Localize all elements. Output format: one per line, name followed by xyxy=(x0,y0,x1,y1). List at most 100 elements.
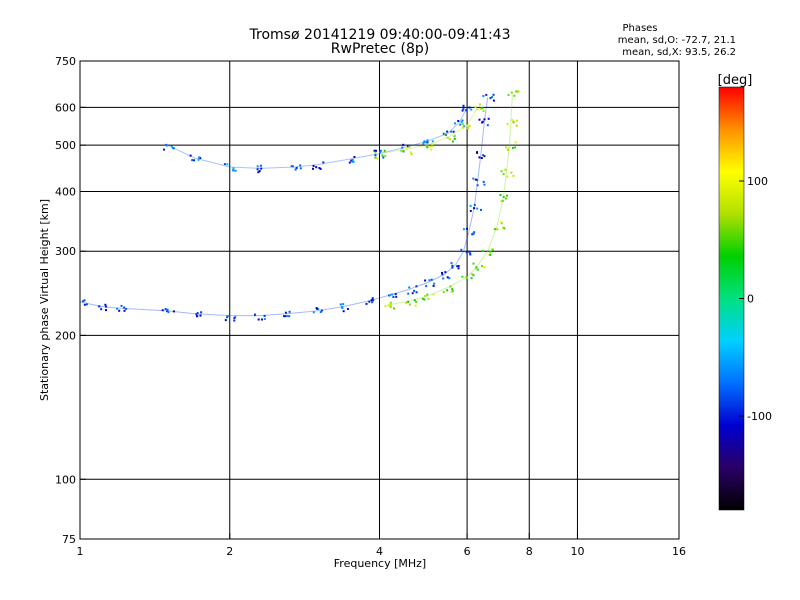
echo-point xyxy=(100,308,103,311)
echo-point xyxy=(463,125,466,128)
echo-point xyxy=(312,311,315,314)
echo-point xyxy=(368,300,371,303)
echo-point xyxy=(476,207,479,210)
echo-point xyxy=(461,109,464,112)
echo-point xyxy=(105,309,107,312)
echo-point xyxy=(389,301,392,304)
echo-point xyxy=(476,151,479,154)
echo-point xyxy=(489,253,492,256)
echo-point xyxy=(384,154,387,157)
echo-point xyxy=(452,140,454,143)
echo-point xyxy=(294,168,297,171)
echo-point xyxy=(470,277,473,280)
echo-point xyxy=(198,156,201,159)
echo-point xyxy=(415,285,418,288)
echo-point xyxy=(170,145,173,148)
colorbar-tick-label: 0 xyxy=(747,293,754,306)
echo-point xyxy=(231,169,234,172)
echo-point xyxy=(492,99,495,102)
echo-point xyxy=(199,314,202,317)
chart-subtitle: RwPretec (8p) xyxy=(331,41,429,57)
echo-point xyxy=(86,303,88,306)
echo-point xyxy=(478,103,481,106)
echo-point xyxy=(405,301,408,304)
echo-point xyxy=(466,227,468,230)
trace-line xyxy=(389,93,513,306)
echo-point xyxy=(476,184,479,187)
echo-point xyxy=(191,159,194,162)
echo-point xyxy=(453,138,456,140)
echo-point xyxy=(415,300,418,303)
echo-point xyxy=(423,140,426,143)
echo-point xyxy=(451,266,454,269)
echo-point xyxy=(123,309,126,312)
echo-point xyxy=(471,233,474,236)
echo-point xyxy=(491,248,494,251)
echo-point xyxy=(164,308,167,310)
echo-point xyxy=(478,156,481,159)
echo-point xyxy=(499,194,502,196)
echo-point xyxy=(514,141,517,144)
echo-point xyxy=(487,117,490,120)
chart-title: Tromsø 20141219 09:40:00-09:41:43 xyxy=(249,27,511,43)
echo-point xyxy=(104,303,107,306)
x-tick-label: 16 xyxy=(672,545,686,558)
echo-point xyxy=(468,124,471,127)
echo-point xyxy=(408,286,411,289)
echo-point xyxy=(375,149,377,152)
echo-point xyxy=(258,170,261,173)
trace-line xyxy=(379,107,479,155)
echo-point xyxy=(496,228,499,231)
echo-point xyxy=(348,161,351,164)
echo-point xyxy=(318,167,321,169)
echo-point xyxy=(472,177,475,180)
echo-point xyxy=(441,271,443,274)
x-tick-label: 2 xyxy=(226,545,233,558)
echo-point xyxy=(290,165,293,168)
echo-point xyxy=(483,118,486,121)
echo-point xyxy=(425,144,428,147)
echo-point xyxy=(98,305,101,308)
echo-point xyxy=(483,155,486,158)
echo-point xyxy=(351,159,354,161)
echo-point xyxy=(424,279,427,282)
echo-point xyxy=(475,267,478,270)
echo-point xyxy=(451,288,454,291)
echo-point xyxy=(193,159,196,162)
colorbar-tick-label: 100 xyxy=(747,175,768,188)
echo-point xyxy=(402,143,405,146)
echo-point xyxy=(515,124,518,127)
echo-point xyxy=(479,107,482,110)
echo-point xyxy=(299,164,302,167)
echo-point xyxy=(384,305,387,308)
echo-point xyxy=(450,130,453,133)
stats-heading: Phases xyxy=(622,23,657,34)
echo-point xyxy=(374,151,377,154)
echo-point xyxy=(125,307,128,310)
x-axis: 1 2 4 6 8 10 16 xyxy=(77,533,686,558)
gridlines xyxy=(80,61,679,539)
echo-point xyxy=(431,144,434,147)
echo-point xyxy=(469,210,472,212)
echo-point xyxy=(116,307,119,310)
x-tick-label: 6 xyxy=(464,545,471,558)
echo-point xyxy=(370,299,373,302)
echo-point xyxy=(400,149,403,152)
echo-point xyxy=(408,303,411,306)
echo-point xyxy=(475,266,478,269)
echo-point xyxy=(504,168,507,171)
echo-point xyxy=(381,154,384,157)
echo-point xyxy=(505,146,507,149)
echo-point xyxy=(199,157,202,159)
echo-point xyxy=(461,119,464,122)
echo-point xyxy=(226,315,229,318)
echo-point xyxy=(431,140,434,143)
echo-point xyxy=(442,291,445,294)
echo-point xyxy=(299,167,302,170)
echo-point xyxy=(457,120,460,122)
echo-point xyxy=(166,310,169,313)
echo-point xyxy=(395,295,398,298)
echo-point xyxy=(432,293,435,296)
y-tick-label: 100 xyxy=(55,473,76,486)
echo-point xyxy=(483,183,486,186)
